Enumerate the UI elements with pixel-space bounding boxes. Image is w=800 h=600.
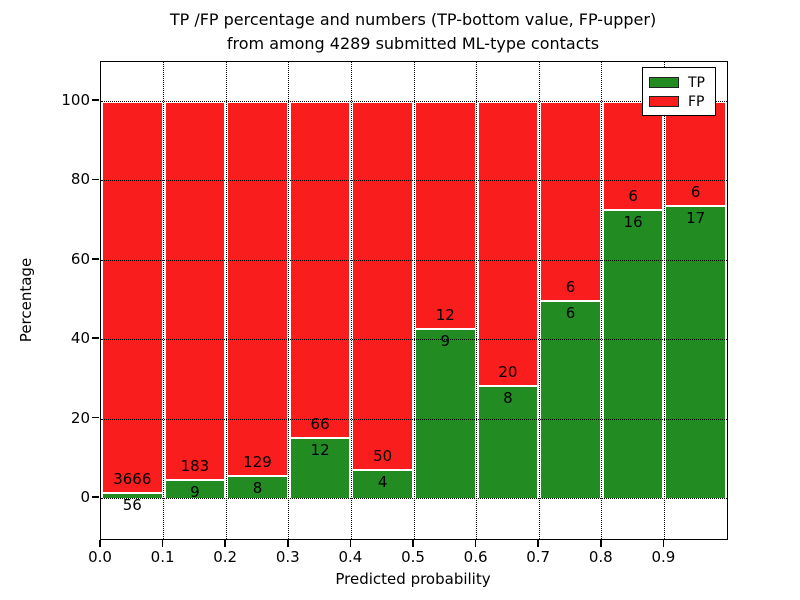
y-tick-label: 60: [70, 249, 90, 268]
y-tick-mark: [92, 496, 99, 498]
x-axis-label: Predicted probability: [335, 570, 491, 588]
x-tick-mark: [287, 539, 289, 547]
x-tick-label: 0.3: [275, 548, 300, 566]
tp-bar-segment: [414, 327, 477, 498]
y-tick-mark: [92, 416, 99, 419]
tp-bar-segment: [351, 468, 414, 498]
y-tick-label: 80: [70, 170, 90, 189]
y-tick-mark: [92, 178, 99, 181]
x-tick-label: 0.1: [150, 548, 175, 566]
tp-count-label: 17: [686, 208, 706, 227]
tp-bar-segment: [476, 384, 540, 498]
x-tick-mark: [161, 539, 164, 547]
x-tick-label: 0.5: [401, 548, 425, 566]
fp-bar-segment: [601, 101, 665, 210]
y-tick-mark: [92, 99, 99, 101]
x-tick-mark: [537, 539, 539, 547]
y-tick-mark: [92, 258, 99, 260]
y-axis-label: Percentage: [17, 257, 35, 343]
x-tick-label: 0.2: [213, 548, 238, 566]
tp-bar-segment: [288, 436, 352, 498]
legend-entry-label: FP: [688, 93, 705, 110]
fp-bar-segment: [288, 101, 352, 437]
tp-bar-segment: [226, 474, 289, 498]
fp-legend-swatch-icon: [649, 96, 679, 107]
chart-title-line2: from among 4289 submitted ML-type contac…: [226, 34, 600, 53]
tp-bar-segment: [163, 479, 227, 498]
x-tick-label: 0.0: [88, 548, 112, 566]
fp-bar-segment: [414, 101, 477, 328]
x-tick-mark: [224, 539, 226, 547]
tp-count-label: 8: [252, 478, 263, 497]
fp-bar-segment: [226, 101, 289, 475]
tp-bar-segment: [601, 209, 665, 498]
fp-bar-segment: [539, 101, 602, 300]
tp-legend-swatch-icon: [649, 77, 679, 88]
vertical-gridline: [663, 62, 665, 539]
x-tick-label: 0.7: [526, 548, 551, 566]
vertical-gridline: [538, 62, 540, 539]
tp-count-label: 9: [190, 483, 200, 502]
vertical-gridline: [288, 62, 290, 539]
x-tick-mark: [349, 539, 352, 547]
fp-count-label: 129: [243, 452, 272, 471]
tp-count-label: 56: [122, 496, 142, 515]
tp-count-label: 8: [503, 388, 513, 407]
fp-count-label: 3666: [113, 470, 152, 489]
fp-count-label: 6: [628, 187, 638, 206]
fp-count-label: 66: [310, 414, 330, 433]
fp-count-label: 50: [373, 446, 393, 465]
y-tick-mark: [92, 337, 99, 339]
x-tick-mark: [412, 539, 414, 547]
legend-entry-label: TP: [688, 74, 705, 91]
tp-bar-segment: [539, 299, 602, 498]
tp-count-label: 9: [440, 331, 451, 350]
fp-count-label: 20: [498, 362, 518, 381]
legend: TP FP: [642, 67, 716, 116]
vertical-gridline: [476, 62, 478, 539]
vertical-gridline: [601, 62, 603, 539]
y-tick-label: 100: [61, 91, 90, 109]
x-tick-label: 0.9: [651, 548, 676, 566]
tp-count-label: 16: [623, 213, 643, 232]
fp-count-label: 6: [565, 277, 576, 296]
fp-bar-segment: [101, 101, 164, 493]
fp-count-label: 183: [180, 457, 210, 476]
x-tick-label: 0.8: [588, 548, 613, 566]
fp-bar-segment: [351, 101, 414, 469]
vertical-gridline: [163, 62, 165, 539]
fp-bar-segment: [163, 101, 227, 480]
x-tick-mark: [99, 539, 101, 547]
vertical-gridline: [350, 62, 352, 539]
x-tick-label: 0.6: [463, 548, 488, 566]
fp-bar-segment: [476, 101, 540, 385]
plot-area: 3666 56 183 9 129 8 66 12 50 4 12 9 20 8 6 6 6 16 6 17 TP FP: [100, 61, 728, 540]
x-tick-mark: [662, 539, 665, 547]
y-tick-label: 40: [70, 329, 90, 348]
x-tick-label: 0.4: [338, 548, 363, 566]
tp-count-label: 6: [565, 303, 576, 322]
legend-entry: FP: [649, 92, 709, 111]
fp-count-label: 6: [690, 182, 701, 201]
y-tick-label: 0: [80, 488, 90, 506]
vertical-gridline: [413, 62, 415, 539]
x-tick-mark: [600, 539, 602, 547]
chart-title-line1: TP /FP percentage and numbers (TP-bottom…: [169, 10, 657, 29]
fp-count-label: 12: [435, 305, 455, 324]
y-tick-label: 20: [70, 408, 90, 427]
tp-count-label: 4: [377, 472, 388, 491]
tp-bar-segment: [664, 204, 727, 498]
x-tick-mark: [474, 539, 477, 547]
tp-count-label: 12: [310, 440, 330, 459]
fp-bar-segment: [664, 101, 727, 205]
tp-bar-segment: [101, 492, 164, 498]
legend-entry: TP: [649, 73, 709, 92]
vertical-gridline: [225, 62, 227, 539]
